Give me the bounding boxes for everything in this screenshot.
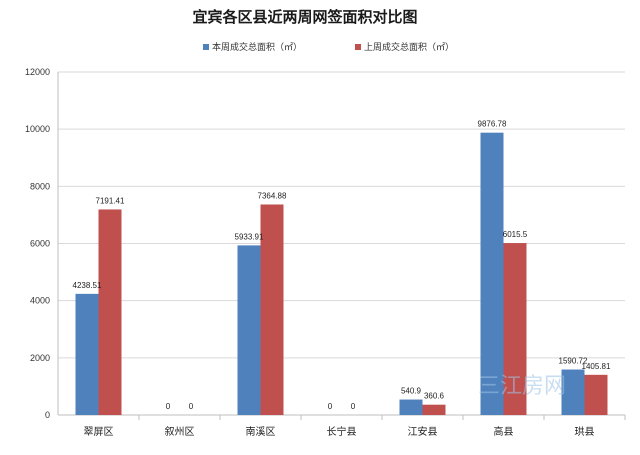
- data-label: 1405.81: [582, 362, 611, 371]
- bar: [260, 204, 284, 415]
- data-label: 540.9: [401, 387, 422, 396]
- data-label: 0: [351, 402, 356, 411]
- chart-title: 宜宾各区县近两周网签面积对比图: [192, 8, 417, 26]
- y-tick-label: 6000: [30, 239, 50, 249]
- legend-label: 上周成交总面积（㎡）: [364, 41, 454, 52]
- bar: [75, 293, 99, 415]
- data-label: 6015.5: [503, 230, 528, 239]
- y-tick-label: 2000: [30, 353, 50, 363]
- y-tick-label: 12000: [25, 67, 50, 77]
- legend-swatch: [355, 44, 361, 50]
- bar: [422, 404, 446, 415]
- legend-label: 本周成交总面积（㎡）: [212, 41, 302, 52]
- bar-series: [75, 132, 608, 415]
- bar: [561, 369, 585, 415]
- bar: [98, 209, 122, 415]
- data-label: 7191.41: [96, 196, 125, 205]
- data-label: 0: [328, 402, 333, 411]
- data-label: 7364.88: [258, 191, 287, 200]
- grid-lines: [58, 71, 625, 359]
- x-axis: 翠屏区 叙州区 南溪区 长宁县 江安县 高县 珙县: [58, 414, 626, 438]
- bar: [584, 374, 608, 415]
- data-label: 0: [189, 402, 194, 411]
- data-label: 5933.91: [235, 232, 264, 241]
- data-labels: 4238.51 7191.41 0 0 5933.91 7364.88 0 0 540.9360…: [73, 120, 611, 411]
- watermark: 三江房网: [478, 373, 566, 398]
- legend-swatch: [203, 44, 209, 50]
- x-category-label: 江安县: [408, 425, 438, 438]
- chart-legend: 本周成交总面积（㎡） 上周成交总面积（㎡）: [203, 41, 454, 52]
- data-label: 360.6: [424, 392, 445, 401]
- data-label: 1590.72: [559, 357, 588, 366]
- y-tick-label: 4000: [30, 296, 50, 306]
- data-label: 9876.78: [478, 120, 507, 129]
- y-tick-label: 0: [45, 410, 50, 420]
- x-category-label: 高县: [494, 425, 514, 438]
- bar: [399, 399, 423, 415]
- data-label: 4238.51: [73, 281, 102, 290]
- x-category-label: 长宁县: [327, 425, 357, 438]
- bar: [480, 132, 504, 415]
- x-category-label: 南溪区: [246, 425, 276, 438]
- y-axis: 0 2000 4000 6000 8000 10000 12000: [25, 67, 59, 420]
- x-category-label: 叙州区: [165, 425, 195, 438]
- x-category-label: 珙县: [575, 426, 595, 438]
- x-category-label: 翠屏区: [84, 426, 114, 438]
- bar: [237, 245, 261, 415]
- y-tick-label: 8000: [30, 181, 50, 191]
- data-label: 0: [166, 402, 171, 411]
- y-tick-label: 10000: [25, 124, 50, 134]
- bar: [503, 243, 527, 415]
